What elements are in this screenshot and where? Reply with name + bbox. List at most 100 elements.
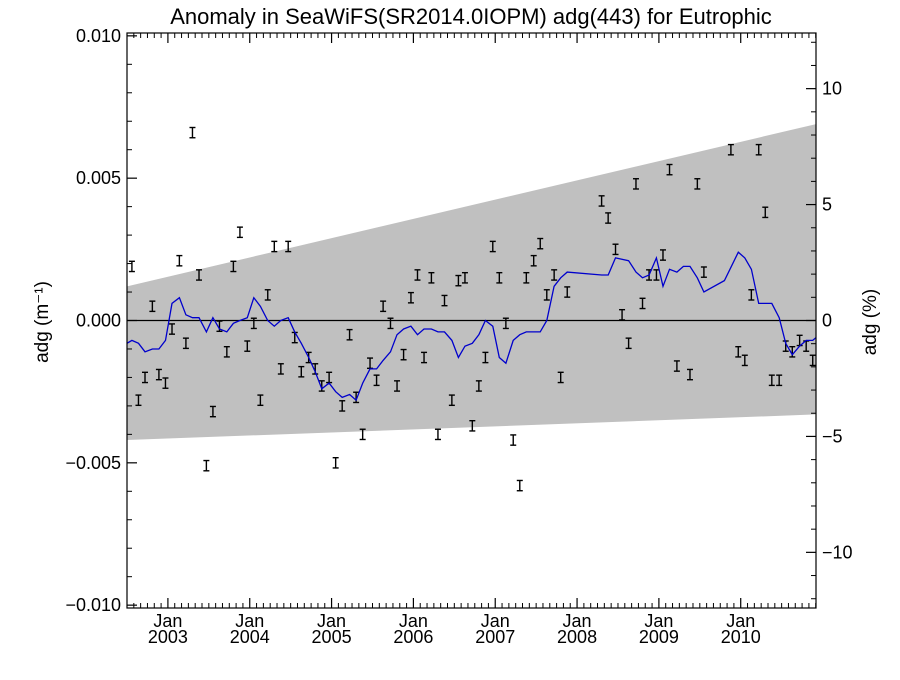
y-axis-right-label: adg (%)	[860, 289, 881, 356]
errorbar-point	[755, 143, 762, 156]
errorbar-point	[564, 286, 571, 298]
x-tick-year-label: 2008	[557, 627, 597, 647]
right-tick-label: −5	[822, 426, 843, 446]
errorbar-point	[196, 269, 203, 281]
errorbar-point	[407, 291, 414, 304]
x-tick-year-label: 2004	[230, 627, 270, 647]
errorbar-point	[598, 195, 605, 207]
errorbar-point	[502, 317, 509, 330]
errorbar-point	[510, 434, 517, 446]
errorbar-point	[809, 354, 816, 367]
x-tick-month-label: Jan	[399, 611, 428, 631]
right-tick-label: 0	[822, 311, 832, 331]
errorbar-point	[523, 271, 530, 284]
errorbar-point	[277, 363, 284, 375]
errorbar-point	[768, 374, 775, 387]
left-tick-label: 0.000	[76, 311, 121, 331]
y-axis-left-label: adg (m⁻¹)	[32, 281, 53, 363]
errorbar-point	[673, 360, 680, 372]
trend-band-layer	[127, 124, 816, 441]
left-tick-label: −0.005	[65, 453, 121, 473]
x-tick-year-label: 2007	[475, 627, 515, 647]
errorbar-point	[359, 428, 366, 441]
errorbar-layer	[128, 126, 816, 492]
errorbar-point	[686, 368, 693, 381]
errorbar-point	[142, 371, 149, 384]
errorbar-point	[421, 351, 428, 364]
errorbar-point	[694, 178, 701, 190]
errorbar-point	[434, 428, 441, 441]
errorbar-point	[461, 271, 468, 284]
x-tick-year-label: 2006	[393, 627, 433, 647]
right-tick-label: 5	[822, 195, 832, 215]
left-tick-label: 0.010	[76, 26, 121, 46]
right-tick-label: 10	[822, 79, 842, 99]
errorbar-point	[700, 266, 707, 278]
errorbar-point	[448, 394, 455, 407]
errorbar-point	[741, 354, 748, 367]
x-tick-month-label: Jan	[235, 611, 264, 631]
errorbar-point	[264, 289, 271, 301]
errorbar-point	[543, 289, 550, 301]
errorbar-point	[244, 340, 251, 352]
errorbar-point	[162, 377, 169, 389]
errorbar-point	[209, 405, 216, 418]
anomaly-line	[126, 251, 817, 402]
x-tick-year-label: 2005	[312, 627, 352, 647]
x-tick-year-label: 2010	[721, 627, 761, 647]
errorbar-point	[537, 237, 544, 250]
errorbar-point	[530, 254, 537, 267]
errorbar-point	[666, 163, 673, 176]
errorbar-point	[339, 400, 346, 412]
errorbar-point	[332, 457, 339, 469]
errorbar-point	[346, 328, 353, 341]
errorbar-point	[619, 308, 626, 321]
left-tick-label: −0.010	[65, 595, 121, 615]
errorbar-point	[189, 126, 196, 139]
errorbar-point	[727, 143, 734, 156]
x-tick-month-label: Jan	[481, 611, 510, 631]
errorbar-point	[149, 300, 156, 313]
left-tick-label: 0.005	[76, 168, 121, 188]
errorbar-point	[285, 240, 292, 253]
x-tick-year-label: 2003	[148, 627, 188, 647]
errorbar-point	[414, 269, 421, 281]
errorbar-point	[475, 380, 482, 392]
x-tick-month-label: Jan	[644, 611, 673, 631]
errorbar-point	[762, 206, 769, 219]
errorbar-point	[236, 226, 243, 239]
errorbar-point	[380, 300, 387, 313]
errorbar-point	[373, 374, 380, 387]
errorbar-point	[605, 212, 612, 224]
errorbar-point	[496, 271, 503, 284]
errorbar-point	[612, 243, 619, 256]
errorbar-point	[551, 269, 558, 281]
errorbar-point	[128, 260, 135, 273]
errorbar-point	[441, 294, 448, 307]
errorbar-point	[735, 345, 742, 358]
errorbar-point	[135, 394, 142, 407]
errorbar-point	[169, 323, 176, 335]
errorbar-point	[455, 274, 462, 287]
errorbar-point	[400, 348, 407, 361]
errorbar-point	[748, 289, 755, 301]
x-tick-month-label: Jan	[317, 611, 346, 631]
x-tick-month-label: Jan	[153, 611, 182, 631]
chart-title: Anomaly in SeaWiFS(SR2014.0IOPM) adg(443…	[170, 4, 772, 29]
x-tick-month-label: Jan	[726, 611, 755, 631]
x-tick-month-label: Jan	[563, 611, 592, 631]
errorbar-point	[271, 240, 278, 253]
errorbar-point	[387, 317, 394, 330]
errorbar-point	[625, 337, 632, 350]
axes-layer: 0.0100.0050.000−0.005−0.0101050−5−10Jan2…	[65, 26, 852, 647]
errorbar-point	[632, 178, 639, 190]
errorbar-point	[298, 365, 305, 378]
errorbar-point	[639, 297, 646, 310]
x-tick-year-label: 2009	[639, 627, 679, 647]
errorbar-point	[516, 479, 523, 492]
errorbar-point	[176, 254, 183, 267]
errorbar-point	[653, 269, 660, 281]
trend-band	[127, 124, 816, 441]
errorbar-point	[203, 459, 210, 472]
